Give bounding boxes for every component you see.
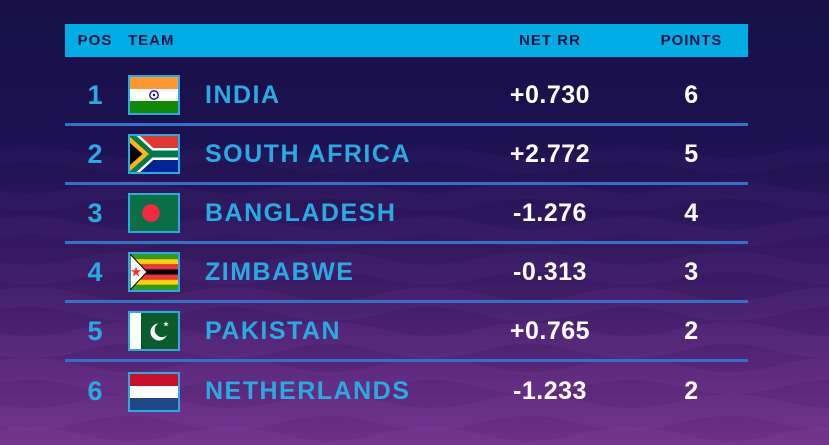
team-cell: BANGLADESH (125, 193, 465, 233)
team-name: INDIA (205, 80, 281, 109)
position-value: 4 (87, 256, 103, 287)
net-rr-value: +2.772 (509, 139, 591, 168)
team-name: NETHERLANDS (205, 377, 411, 405)
standings-table: POS TEAM NET RR POINTS 1 INDIA +0.730 6 (65, 24, 748, 421)
points-value: 5 (684, 139, 699, 168)
header-net-rr: NET RR (519, 32, 581, 49)
net-rr-value: +0.765 (509, 316, 591, 345)
position-value: 3 (87, 197, 103, 228)
net-rr-value: -1.276 (513, 198, 587, 227)
table-row-zimbabwe: 4 ZIMBABWE -0.313 3 (65, 244, 748, 303)
team-cell: NETHERLANDS (125, 371, 465, 412)
points-value: 4 (684, 198, 699, 227)
team-name: ZIMBABWE (205, 257, 355, 286)
points-value: 2 (684, 377, 699, 405)
netherlands-flag-icon (128, 371, 180, 412)
table-row-south-africa: 2 SOUTH AFRICA +2.772 5 (65, 126, 748, 185)
team-cell: SOUTH AFRICA (125, 134, 465, 174)
net-rr-value: -0.313 (513, 257, 587, 286)
position-value: 1 (87, 79, 103, 110)
position-value: 5 (87, 315, 103, 346)
position-value: 6 (87, 376, 103, 406)
pakistan-flag-icon (128, 311, 180, 351)
table-row-netherlands: 6 NETHERLANDS -1.233 2 (65, 362, 748, 421)
net-rr-value: +0.730 (509, 80, 591, 109)
points-value: 2 (684, 316, 699, 345)
zimbabwe-flag-icon (128, 252, 180, 292)
table-header: POS TEAM NET RR POINTS (65, 24, 748, 57)
bangladesh-flag-icon (128, 193, 180, 233)
table-row-bangladesh: 3 BANGLADESH -1.276 4 (65, 185, 748, 244)
table-row-india: 1 INDIA +0.730 6 (65, 67, 748, 126)
team-cell: ZIMBABWE (125, 252, 465, 292)
header-points: POINTS (660, 32, 723, 49)
position-value: 2 (87, 138, 103, 169)
team-name: PAKISTAN (205, 316, 342, 345)
team-cell: PAKISTAN (125, 311, 465, 351)
header-pos: POS (77, 32, 113, 49)
points-value: 3 (684, 257, 699, 286)
team-name: SOUTH AFRICA (205, 139, 411, 168)
net-rr-value: -1.233 (513, 377, 587, 405)
team-cell: INDIA (125, 75, 465, 115)
team-name: BANGLADESH (205, 198, 397, 227)
table-row-pakistan: 5 PAKISTAN +0.765 2 (65, 303, 748, 362)
india-flag-icon (128, 75, 180, 115)
points-value: 6 (684, 80, 699, 109)
header-team: TEAM (128, 32, 175, 49)
south-africa-flag-icon (128, 134, 180, 174)
